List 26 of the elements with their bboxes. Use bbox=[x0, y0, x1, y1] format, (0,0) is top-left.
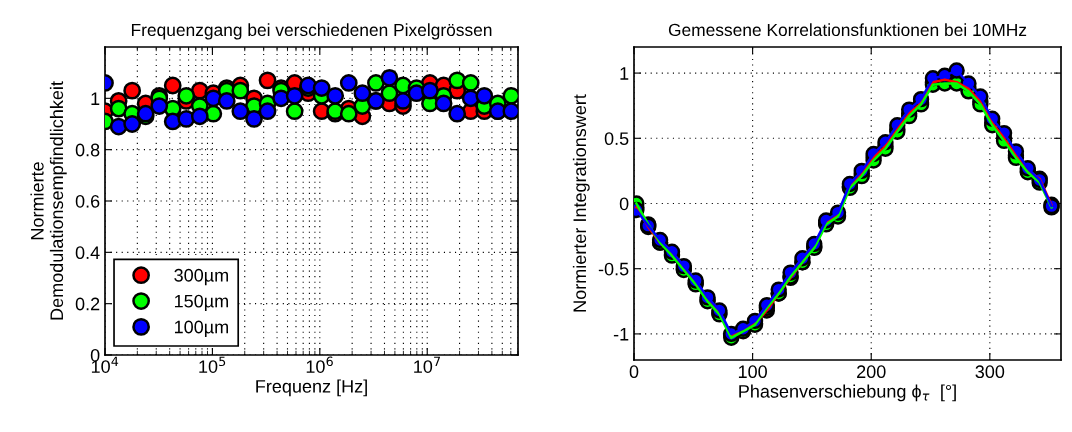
y-axis-title: Normierter Integrationswert bbox=[572, 94, 590, 312]
x-tick-label: 10$^{7}$ bbox=[414, 356, 440, 373]
y-tick-label: 1 bbox=[91, 92, 100, 105]
y-tick-label: 0.4 bbox=[75, 246, 100, 260]
y-tick-label: -1 bbox=[613, 328, 629, 341]
x-tick-label: 10$^{6}$ bbox=[306, 356, 333, 373]
y-tick-label: 1 bbox=[620, 67, 629, 80]
legend-label: 300µm bbox=[174, 268, 228, 286]
x-tick-label: 0 bbox=[629, 365, 639, 379]
chart-title: Frequenzgang bei verschiedenen Pixelgrössen bbox=[131, 23, 492, 40]
x-axis-title: Frequenz [Hz] bbox=[256, 379, 367, 397]
x-tick-label: 100 bbox=[738, 365, 767, 379]
legend-label: 150µm bbox=[174, 294, 228, 312]
y-tick-label: 0.6 bbox=[75, 194, 100, 208]
x-tick-label: 10$^{5}$ bbox=[199, 356, 226, 373]
y-tick-label: 0.8 bbox=[75, 143, 100, 157]
y-tick-label: 0.2 bbox=[75, 297, 100, 311]
y-tick-label: -0.5 bbox=[598, 262, 629, 276]
y-tick-label: 0 bbox=[619, 197, 629, 211]
x-tick-label: 200 bbox=[857, 365, 886, 379]
x-tick-label: 300 bbox=[975, 365, 1005, 379]
legend-label: 100µm bbox=[174, 320, 228, 337]
chart-title: Gemessene Korrelationsfunktionen bei 10MHz bbox=[668, 23, 1027, 37]
y-tick-label: 0.5 bbox=[604, 132, 629, 146]
x-axis-title: Phasenverschiebung ϕ$_{τ}$ [°] bbox=[739, 384, 956, 402]
y-axis-title: Normierte Demodulationsempfindlichkeit bbox=[30, 81, 67, 320]
